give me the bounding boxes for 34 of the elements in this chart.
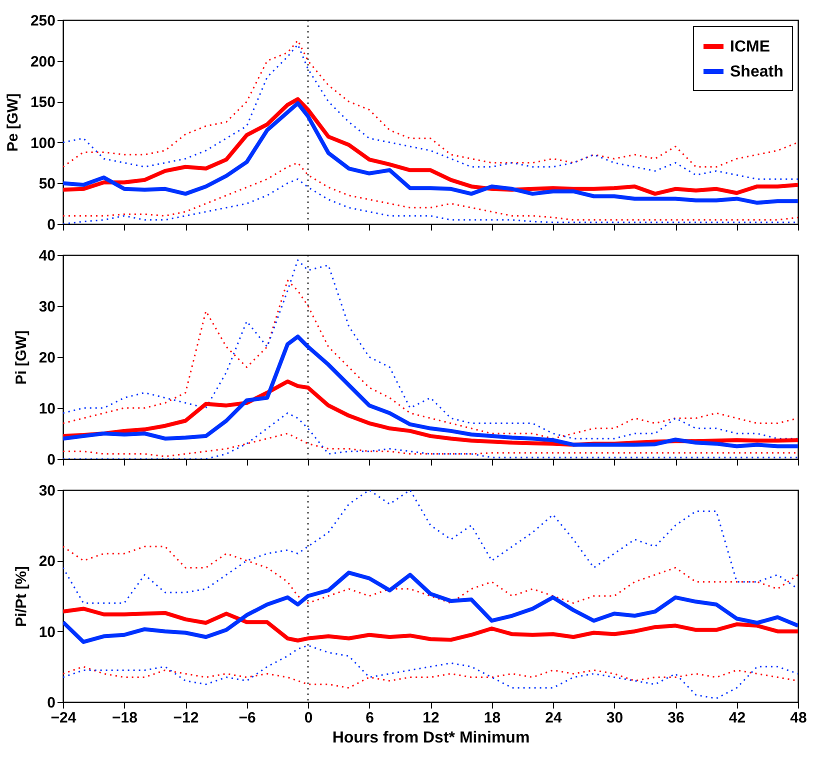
x-tick-label: 0 bbox=[304, 710, 313, 726]
y-axis-title: Pi [GW] bbox=[12, 330, 30, 385]
y-tick-label: 200 bbox=[30, 53, 56, 70]
y-tick-label: 30 bbox=[38, 482, 56, 500]
y-tick-label: 20 bbox=[38, 553, 56, 570]
x-tick-label: 36 bbox=[668, 710, 684, 726]
x-tick-label: 18 bbox=[484, 710, 501, 726]
legend-label: ICME bbox=[730, 38, 770, 56]
legend-label: Sheath bbox=[730, 64, 784, 80]
y-tick-label: 150 bbox=[30, 94, 56, 112]
x-tick-label: 24 bbox=[545, 710, 562, 726]
x-tick-label: −6 bbox=[238, 710, 256, 726]
y-tick-label: 10 bbox=[38, 400, 56, 418]
x-tick-label: 12 bbox=[422, 710, 440, 726]
y-tick-label: 50 bbox=[38, 176, 56, 193]
x-tick-label: 6 bbox=[366, 710, 374, 726]
y-tick-label: 10 bbox=[38, 624, 56, 641]
x-tick-label: 48 bbox=[790, 710, 807, 726]
y-tick-label: 100 bbox=[30, 134, 56, 152]
y-axis-title: Pi/Pt [%] bbox=[12, 566, 30, 627]
x-tick-label: −18 bbox=[112, 710, 138, 726]
y-tick-label: 0 bbox=[47, 694, 56, 712]
y-tick-label: 20 bbox=[38, 350, 56, 366]
y-tick-label: 250 bbox=[30, 12, 56, 30]
y-tick-label: 40 bbox=[38, 248, 56, 264]
x-tick-label: −24 bbox=[50, 710, 77, 726]
x-axis-title: Hours from Dst* Minimum bbox=[332, 730, 530, 746]
x-tick-label: 42 bbox=[728, 710, 746, 726]
x-tick-label: 30 bbox=[606, 710, 624, 726]
y-tick-label: 0 bbox=[47, 452, 56, 468]
y-tick-label: 30 bbox=[38, 298, 56, 316]
x-tick-label: −12 bbox=[173, 710, 199, 726]
y-axis-title: Pe [GW] bbox=[4, 93, 22, 152]
y-tick-label: 0 bbox=[47, 216, 56, 234]
